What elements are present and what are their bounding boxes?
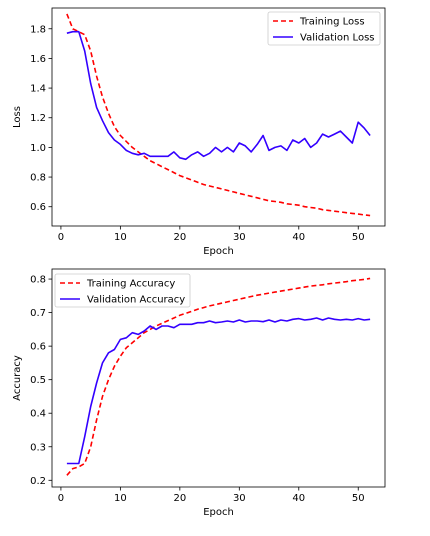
legend-label: Validation Loss: [300, 33, 375, 44]
accuracy-plot: 0 10 20 30 40 50 0.2 0.3 0.4 0.5 0.6 0.7 0.8 Epoch Acc…: [12, 269, 385, 518]
x-tick-label: 20: [173, 493, 186, 504]
legend-label: Validation Accuracy: [87, 295, 185, 306]
x-tick-label: 30: [233, 493, 246, 504]
legend-label: Training Loss: [299, 17, 365, 28]
x-tick-label: 50: [352, 493, 365, 504]
y-tick-label: 1.4: [30, 84, 46, 95]
y-tick-label: 0.8: [30, 275, 46, 286]
x-tick-label: 0: [58, 232, 64, 243]
y-tick-label: 1.8: [30, 24, 46, 35]
x-tick-label: 30: [233, 232, 246, 243]
y-axis-label: Loss: [12, 106, 23, 128]
y-tick-label: 0.3: [30, 442, 46, 453]
legend: Training Loss Validation Loss: [268, 12, 380, 45]
y-tick-label: 1.6: [30, 54, 46, 65]
y-tick-label: 0.7: [30, 308, 46, 319]
x-tick-label: 0: [58, 493, 64, 504]
series-line-validation-accuracy: [67, 318, 370, 464]
y-tick-label: 0.5: [30, 375, 46, 386]
y-tick-label: 0.6: [30, 342, 46, 353]
x-tick-label: 20: [173, 232, 186, 243]
legend-label: Training Accuracy: [86, 279, 175, 290]
x-tick-label: 10: [114, 232, 127, 243]
y-tick-label: 0.2: [30, 476, 46, 487]
y-axis-label: Accuracy: [12, 355, 23, 401]
loss-plot: 0 10 20 30 40 50 0.6 0.8 1.0 1.2 1.4 1.6 1.8 Epoch Los…: [12, 8, 385, 257]
x-tick-label: 40: [292, 493, 305, 504]
series-line-training-accuracy: [67, 278, 370, 475]
x-tick-label: 40: [292, 232, 305, 243]
y-tick-label: 0.6: [30, 202, 46, 213]
x-tick-label: 50: [352, 232, 365, 243]
series-line-validation-loss: [67, 32, 370, 160]
x-axis-label: Epoch: [203, 246, 234, 257]
y-tick-label: 0.8: [30, 173, 46, 184]
x-tick-label: 10: [114, 493, 127, 504]
x-axis-label: Epoch: [203, 507, 234, 518]
legend: Training Accuracy Validation Accuracy: [55, 274, 190, 307]
y-tick-label: 1.0: [30, 143, 46, 154]
y-tick-label: 1.2: [30, 113, 46, 124]
y-tick-label: 0.4: [30, 409, 46, 420]
